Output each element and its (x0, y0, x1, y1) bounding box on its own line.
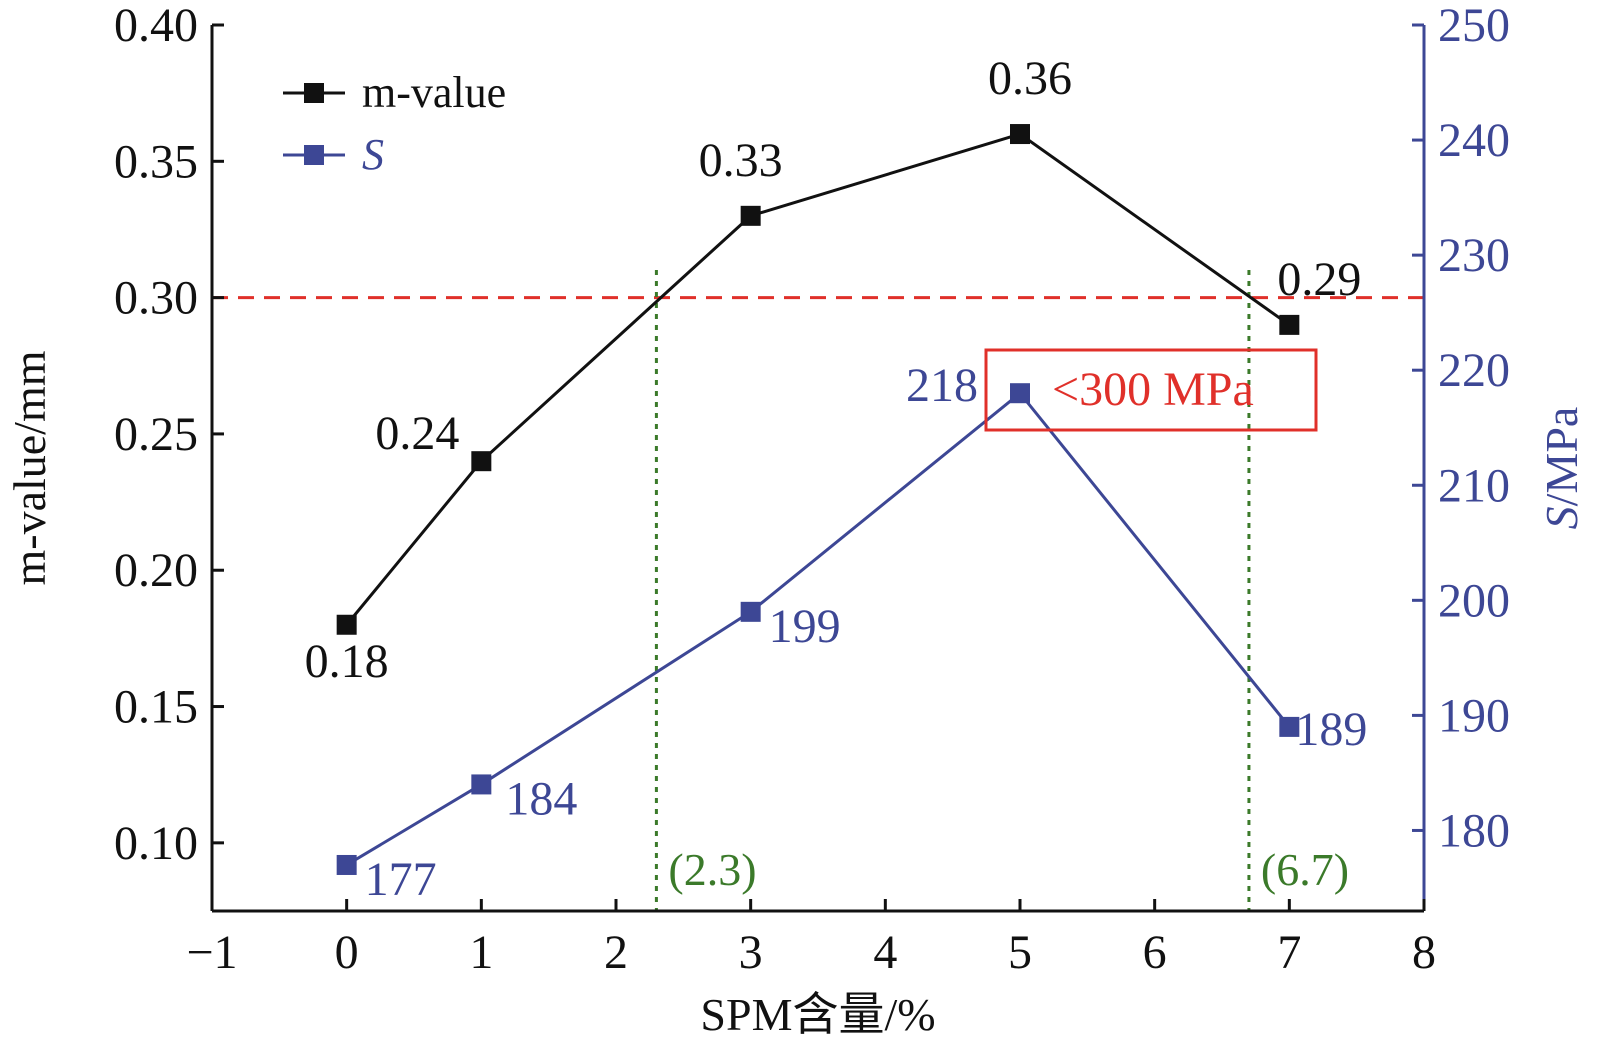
right-y-axis-title-symbol: S (1536, 506, 1587, 529)
left-y-tick-label: 0.40 (114, 0, 198, 52)
annotation-box (984, 348, 1318, 432)
data-point-s (1010, 383, 1030, 404)
data-point-m-value (1279, 314, 1300, 335)
data-point-s (336, 854, 357, 875)
data-point-s (740, 601, 761, 622)
x-tick-label: 3 (739, 926, 763, 979)
data-point-s (471, 774, 492, 795)
data-label-s: 184 (505, 772, 577, 825)
legend-marker-m-value (304, 83, 324, 103)
data-point-s (1279, 716, 1300, 737)
data-label-s: 218 (906, 359, 978, 412)
data-label-m-value: 0.33 (699, 134, 783, 187)
right-y-tick-label: 250 (1438, 0, 1510, 52)
left-y-axis-title: m-value/mm (4, 350, 55, 585)
right-y-tick-label: 180 (1438, 804, 1510, 857)
data-label-s: 189 (1295, 703, 1367, 756)
vertical-line-label-0: (2.3) (668, 844, 756, 895)
left-y-tick-label: 0.15 (114, 681, 198, 734)
right-y-axis-title-unit: /MPa (1536, 407, 1587, 507)
annotation-text: <300 MPa (1052, 363, 1254, 416)
right-y-tick-label: 200 (1438, 574, 1510, 627)
x-tick-label: 2 (604, 926, 628, 979)
data-point-m-value (336, 614, 357, 635)
x-tick-label: 6 (1143, 926, 1167, 979)
right-y-tick-label: 230 (1438, 229, 1510, 282)
data-point-m-value (471, 451, 492, 472)
x-tick-label: 5 (1008, 926, 1032, 979)
x-tick-label: 7 (1277, 926, 1301, 979)
left-y-tick-label: 0.25 (114, 408, 198, 461)
right-y-tick-label: 240 (1438, 114, 1510, 167)
right-y-tick-label: 190 (1438, 689, 1510, 742)
right-y-axis-title: S/MPa (1536, 407, 1587, 530)
data-label-m-value: 0.18 (305, 635, 389, 688)
x-tick-label: 1 (469, 926, 493, 979)
right-y-tick-label: 210 (1438, 459, 1510, 512)
data-label-s: 177 (365, 853, 437, 906)
data-label-m-value: 0.29 (1277, 253, 1361, 306)
right-y-tick-label: 220 (1438, 344, 1510, 397)
left-y-tick-label: 0.35 (114, 135, 198, 188)
x-tick-label: 4 (873, 926, 897, 979)
data-label-m-value: 0.24 (375, 407, 459, 460)
x-tick-label: −1 (186, 926, 237, 979)
x-tick-label: 0 (335, 926, 359, 979)
data-label-m-value: 0.36 (988, 52, 1072, 105)
legend-label-s: S (362, 130, 384, 179)
data-label-s: 199 (769, 600, 841, 653)
legend-marker-s (304, 145, 324, 165)
data-point-m-value (740, 205, 761, 226)
left-y-tick-label: 0.30 (114, 272, 198, 325)
x-tick-label: 8 (1412, 926, 1436, 979)
data-point-m-value (1010, 124, 1030, 145)
vertical-line-label-1: (6.7) (1261, 844, 1349, 895)
legend-label-m-value: m-value (362, 68, 506, 117)
left-y-tick-label: 0.10 (114, 817, 198, 870)
left-y-tick-label: 0.20 (114, 544, 198, 597)
x-axis-title: SPM含量/% (700, 989, 935, 1040)
